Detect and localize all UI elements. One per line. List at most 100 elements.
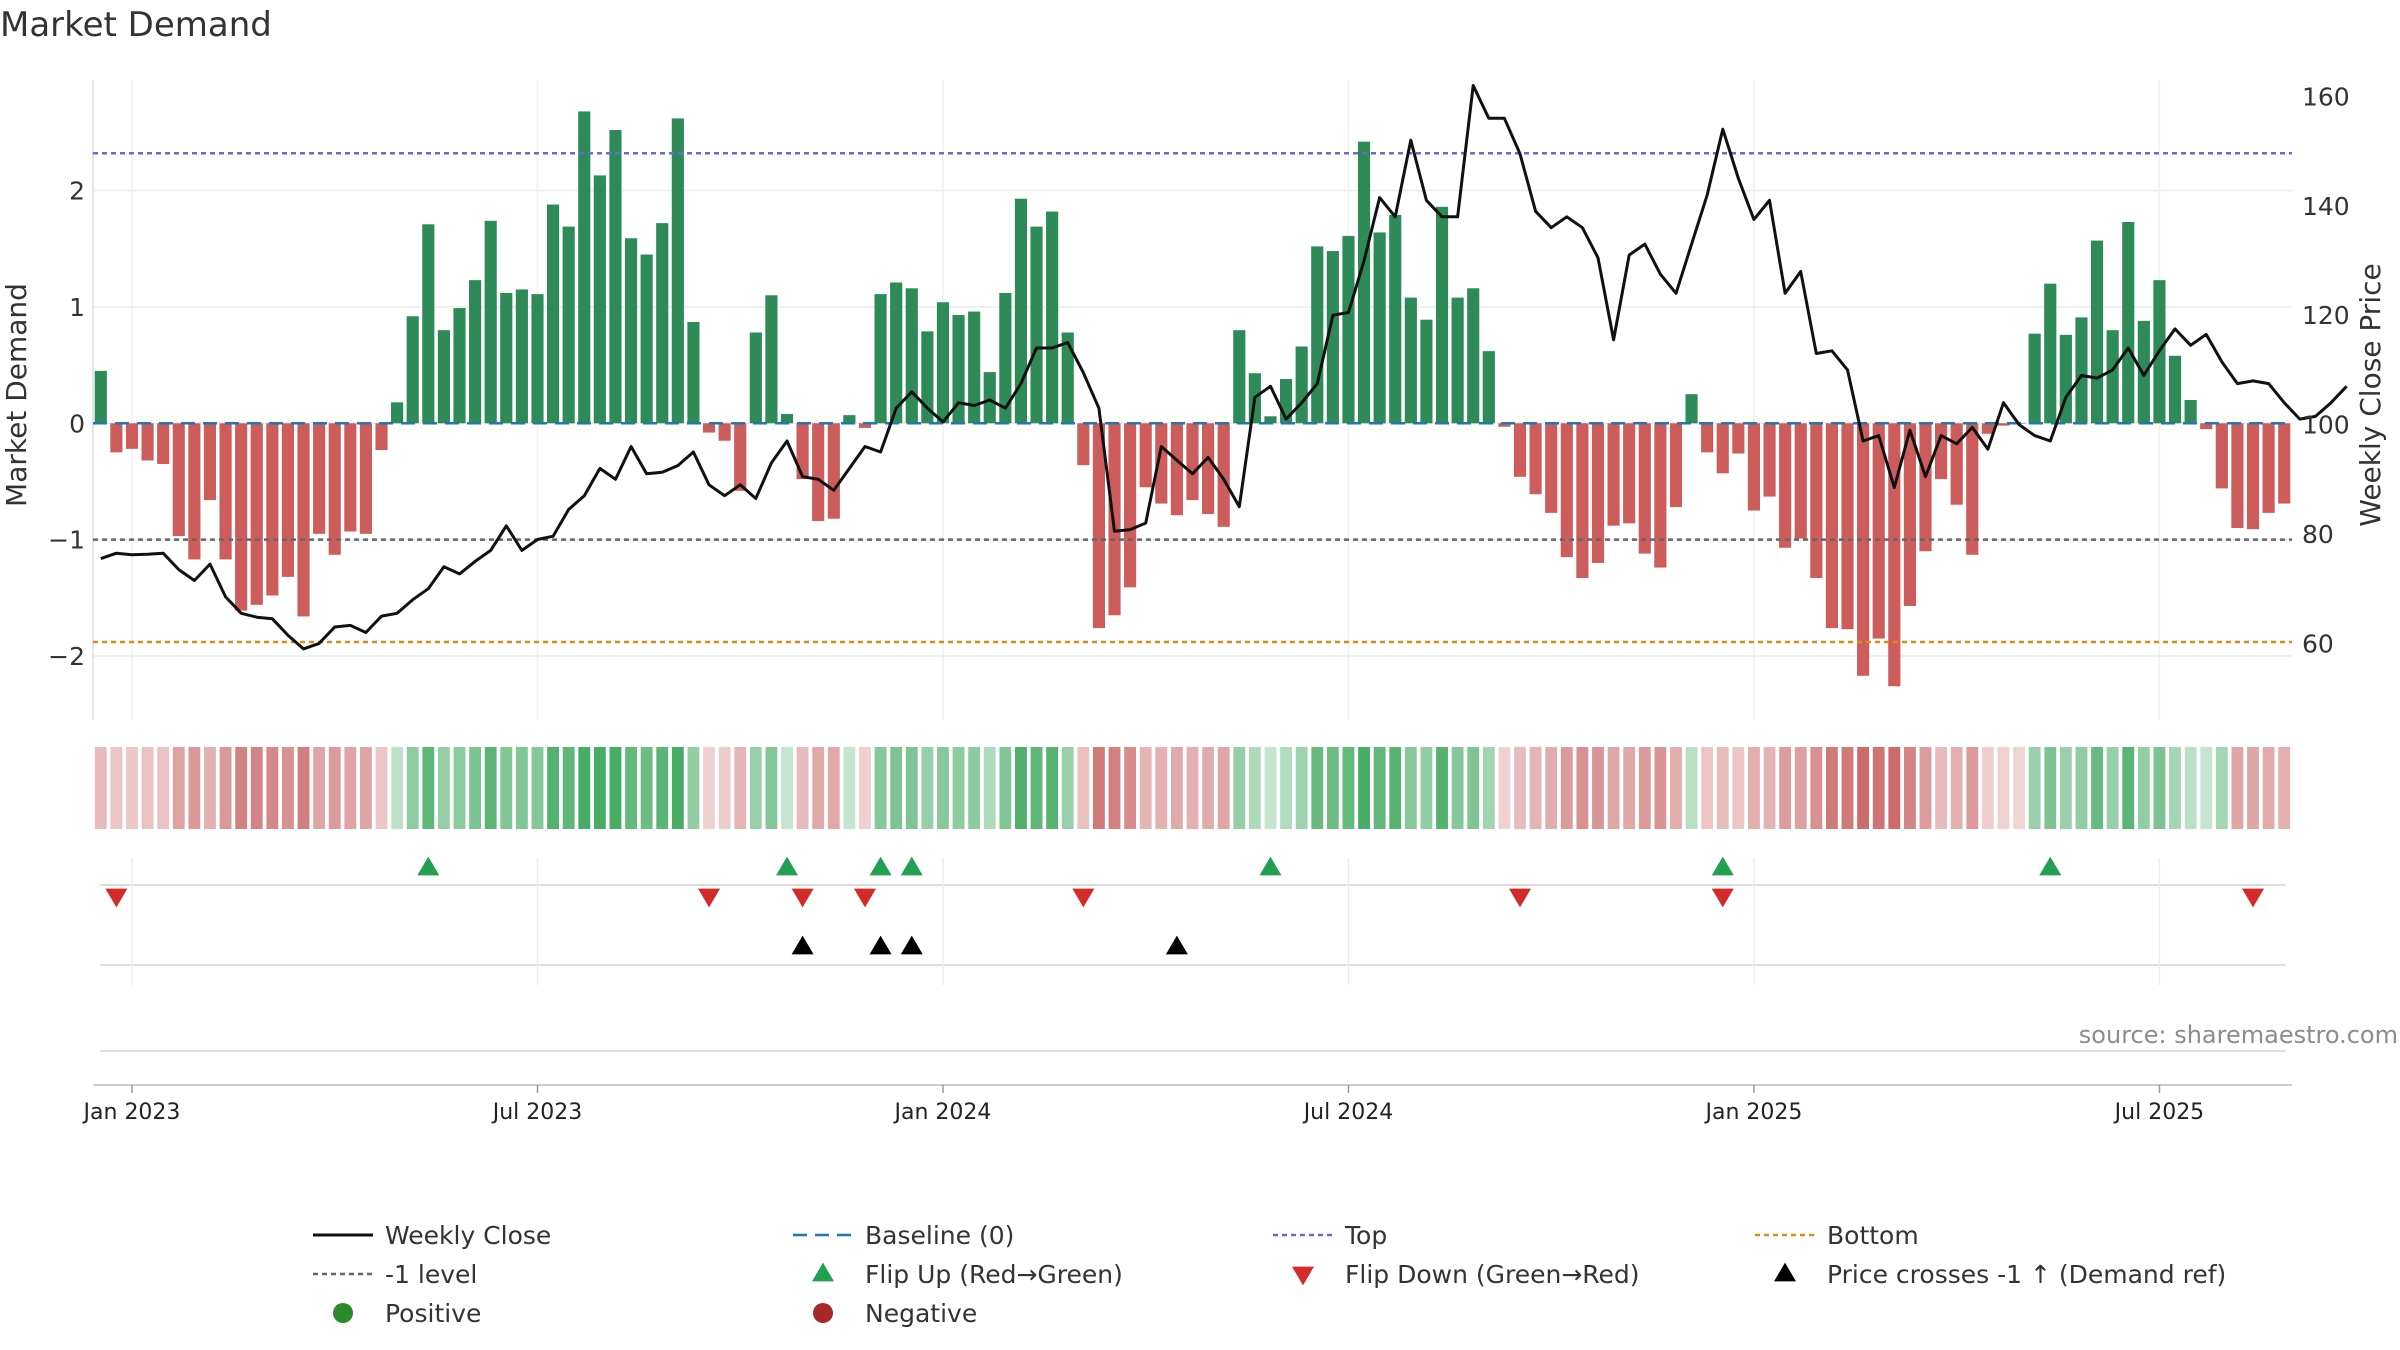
demand-bar: [515, 289, 528, 424]
heat-cell: [765, 747, 778, 829]
heat-cell: [1607, 747, 1620, 829]
heat-cell: [703, 747, 715, 829]
heat-cell: [1872, 747, 1885, 829]
heat-cell: [2231, 747, 2244, 829]
heat-cell: [1217, 747, 1230, 829]
heat-cell: [1732, 747, 1745, 829]
event-panel: [93, 856, 2292, 1086]
heat-cell: [1280, 747, 1292, 829]
heat-cell: [1015, 747, 1027, 829]
weekly-close-line: [100, 84, 2348, 651]
heat-cell: [172, 747, 185, 829]
x-tick-label: Jul 2025: [2113, 1100, 2205, 1125]
demand-bar: [437, 330, 450, 424]
heat-cell: [235, 747, 248, 829]
demand-bar: [1576, 423, 1589, 579]
heat-cell: [1170, 747, 1183, 829]
legend-label: Flip Up (Red→Green): [865, 1260, 1123, 1289]
heat-cell: [188, 747, 201, 829]
x-tick-label: Jul 2023: [491, 1100, 583, 1125]
demand-bar: [2184, 400, 2197, 424]
demand-bar: [2200, 423, 2213, 430]
heat-cell: [422, 747, 435, 829]
heat-cell: [344, 747, 357, 829]
heat-cell: [1077, 747, 1090, 829]
flip-up-marker: [900, 856, 923, 876]
demand-bar: [1311, 246, 1324, 424]
heat-cell: [1451, 747, 1464, 829]
heat-cell: [1186, 747, 1199, 829]
demand-bar: [1217, 423, 1230, 527]
heat-cell: [1545, 747, 1558, 829]
heat-cell: [843, 747, 856, 829]
heat-cell: [297, 747, 310, 829]
demand-bar: [765, 295, 778, 424]
heat-cell: [781, 747, 793, 829]
demand-bar: [593, 175, 606, 424]
heat-cell: [609, 747, 622, 829]
heat-cell: [968, 747, 981, 829]
heat-cell: [2184, 747, 2197, 829]
heat-cell: [718, 747, 731, 829]
heat-cell: [1654, 747, 1667, 829]
demand-bar: [936, 302, 950, 424]
demand-bar: [125, 423, 139, 449]
heat-cell: [157, 747, 170, 829]
demand-heat-strip: [94, 747, 2291, 829]
heat-cell: [484, 747, 497, 829]
heat-cell: [313, 747, 326, 829]
demand-bar: [749, 332, 762, 424]
demand-bar: [1404, 297, 1417, 424]
heat-cell: [500, 747, 513, 829]
demand-bar: [640, 254, 653, 424]
y-tick-label: 2: [69, 177, 85, 206]
demand-bar: [453, 308, 466, 424]
y2-tick-label: 80: [2302, 520, 2334, 549]
demand-bar: [1529, 423, 1542, 495]
heat-cell: [1295, 747, 1308, 829]
demand-bar: [1014, 198, 1028, 424]
price-cross-marker: [1165, 935, 1188, 955]
heat-cell: [141, 747, 154, 829]
demand-bar: [1357, 141, 1371, 424]
heat-cell: [531, 747, 544, 829]
heat-cell: [1061, 747, 1074, 829]
demand-bar: [313, 423, 326, 534]
demand-bar: [297, 423, 310, 617]
heat-cell: [562, 747, 575, 829]
heat-cell: [1841, 747, 1854, 829]
demand-bar: [1092, 423, 1105, 629]
demand-bar: [469, 280, 482, 424]
heat-cell: [671, 747, 684, 829]
legend-label: Weekly Close: [385, 1221, 551, 1250]
demand-bar: [1420, 319, 1433, 424]
x-tick-label: Jan 2023: [82, 1100, 181, 1125]
flip-up-marker: [2039, 856, 2062, 876]
heat-cell: [1966, 747, 1979, 829]
demand-bar: [1170, 423, 1183, 516]
demand-bar: [2075, 317, 2088, 424]
flip-down-marker: [791, 888, 814, 908]
demand-bar: [2044, 283, 2057, 424]
heat-cell: [1623, 747, 1636, 829]
heat-cell: [874, 747, 887, 829]
demand-bar: [391, 402, 404, 424]
demand-bar: [1966, 423, 1979, 555]
demand-bar: [1591, 423, 1605, 563]
price-cross-marker: [791, 935, 814, 955]
demand-bar: [1202, 423, 1215, 515]
y-tick-label: 0: [69, 409, 85, 438]
heat-cell: [1592, 747, 1604, 829]
demand-bar: [1061, 332, 1074, 424]
heat-cell: [827, 747, 840, 829]
heat-cell: [1560, 747, 1573, 829]
heat-cell: [1794, 747, 1807, 829]
demand-bar: [1981, 423, 1994, 434]
demand-bar: [188, 423, 201, 560]
heat-cell: [1763, 747, 1776, 829]
demand-bar: [562, 226, 575, 424]
demand-bar: [968, 311, 981, 424]
heat-cell: [2262, 747, 2275, 829]
demand-bar: [1155, 423, 1168, 504]
